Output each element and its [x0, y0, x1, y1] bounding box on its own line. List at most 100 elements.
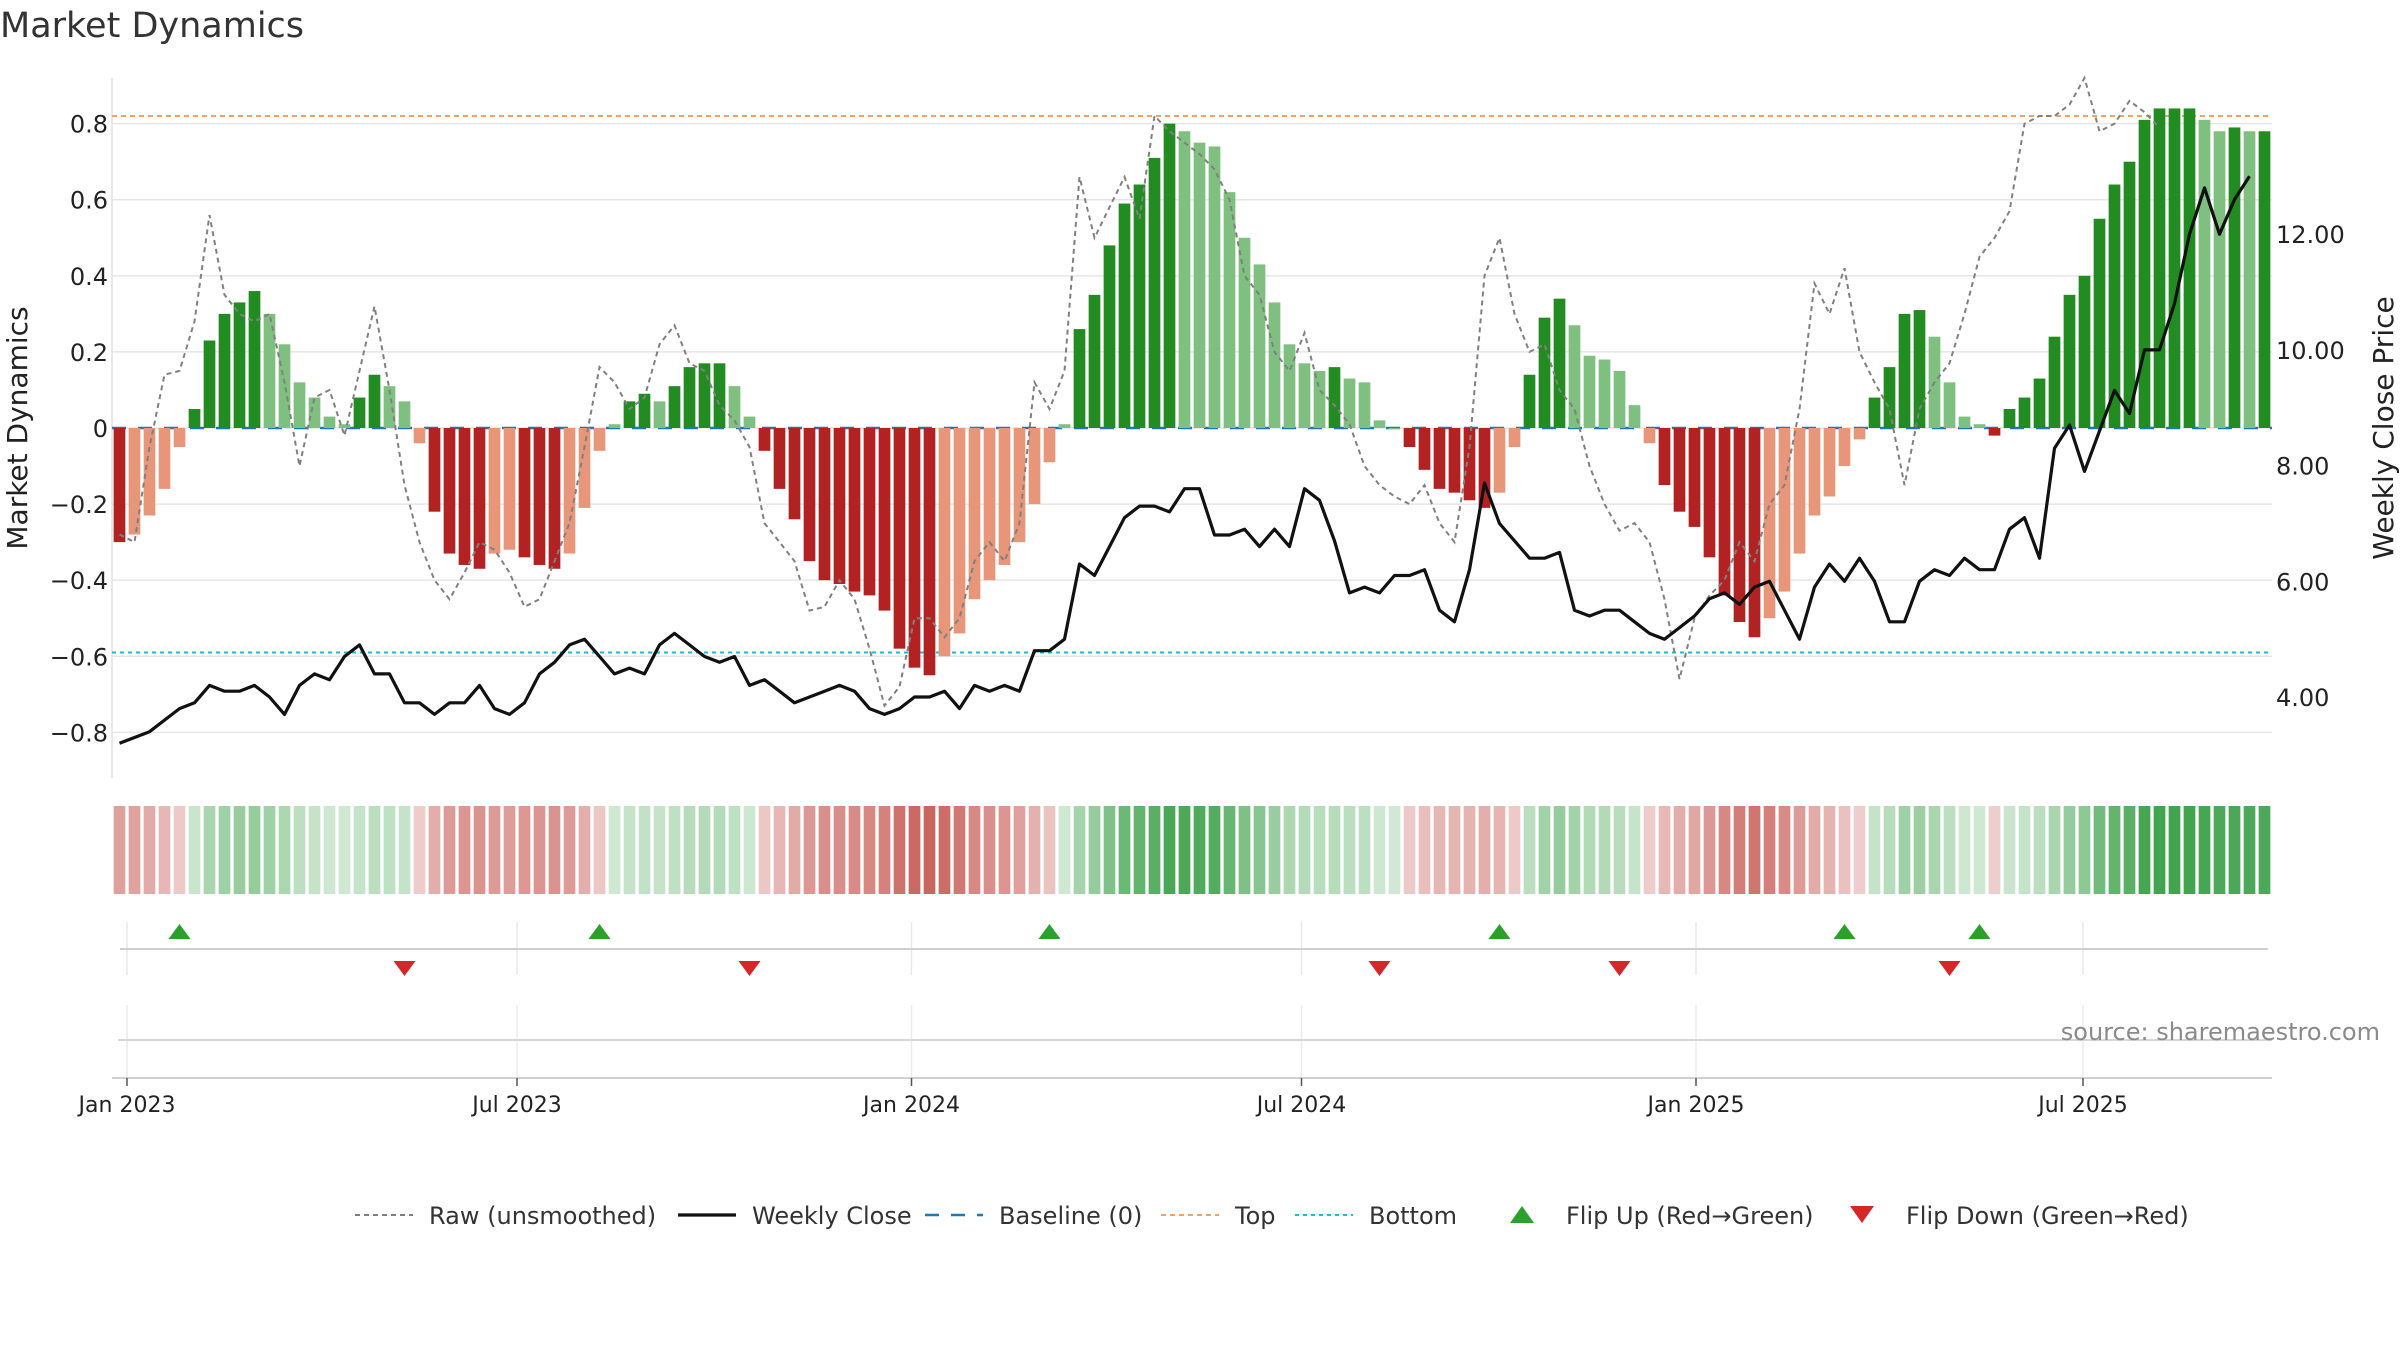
band-cell — [563, 806, 576, 894]
band-cell — [1178, 806, 1191, 894]
band-cell — [1013, 806, 1026, 894]
band-cell — [2228, 806, 2241, 894]
bar — [1163, 123, 1176, 429]
legend-swatch-flip-up — [1510, 1206, 1534, 1223]
right-axis-label: Weekly Close Price — [2367, 296, 2400, 559]
left-tick-label: 0.8 — [70, 111, 108, 139]
bar — [1118, 203, 1131, 428]
band-cell — [428, 806, 441, 894]
flip-up-marker — [1833, 924, 1856, 939]
bar — [758, 428, 771, 451]
left-tick-label: 0 — [93, 415, 108, 443]
bar — [398, 401, 411, 428]
bar — [983, 428, 996, 581]
left-tick-label: 0.4 — [70, 263, 108, 291]
chart-title: Market Dynamics — [0, 6, 304, 46]
band-cell — [698, 806, 711, 894]
band-cell — [518, 806, 531, 894]
bar — [128, 428, 141, 535]
x-tick-label: Jan 2025 — [1646, 1093, 1745, 1118]
band-cell — [593, 806, 606, 894]
bar — [1568, 325, 1581, 428]
bar — [728, 386, 741, 428]
left-tick-label: −0.8 — [50, 719, 108, 747]
x-tick-label: Jul 2023 — [470, 1093, 562, 1118]
band-cell — [1988, 806, 2001, 894]
band-cell — [1343, 806, 1356, 894]
band-cell — [2138, 806, 2151, 894]
band-cell — [1298, 806, 1311, 894]
bar — [1718, 428, 1731, 596]
band-cell — [908, 806, 921, 894]
bar — [1223, 192, 1236, 428]
bar — [293, 382, 306, 428]
bar — [218, 313, 231, 428]
bar — [683, 367, 696, 428]
band-cell — [1763, 806, 1776, 894]
bar — [173, 428, 186, 448]
flip-down-marker — [1938, 961, 1961, 976]
left-axis-label: Market Dynamics — [1, 306, 34, 549]
band-cell — [1448, 806, 1461, 894]
bar — [1763, 428, 1776, 619]
band-cell — [653, 806, 666, 894]
flip-down-marker — [738, 961, 761, 976]
bar — [623, 401, 636, 428]
flip-up-marker — [1488, 924, 1511, 939]
band-cell — [2003, 806, 2016, 894]
bar — [1628, 405, 1641, 428]
bar — [458, 428, 471, 565]
bar — [1403, 428, 1416, 448]
bar — [518, 428, 531, 558]
bar — [503, 428, 516, 550]
band-cell — [503, 806, 516, 894]
bar — [1553, 298, 1566, 428]
band-cell — [458, 806, 471, 894]
legend-item-close: Weekly Close — [678, 1202, 912, 1230]
bar — [743, 416, 756, 428]
legend-item-baseline: Baseline (0) — [925, 1202, 1142, 1230]
legend-label: Weekly Close — [752, 1202, 912, 1230]
band-cell — [1583, 806, 1596, 894]
bar — [1958, 416, 1971, 428]
bar — [953, 428, 966, 634]
band-cell — [1748, 806, 1761, 894]
bar — [863, 428, 876, 596]
bar — [1703, 428, 1716, 558]
legend: Raw (unsmoothed) Weekly Close Baseline (0)… — [355, 1202, 2189, 1230]
bar — [233, 302, 246, 428]
band-cell — [1553, 806, 1566, 894]
bar — [1748, 428, 1761, 638]
band-cell — [1268, 806, 1281, 894]
flip-down-marker — [393, 961, 416, 976]
bar — [908, 428, 921, 668]
band-cell — [188, 806, 201, 894]
band-cell — [1478, 806, 1491, 894]
bar — [1328, 367, 1341, 428]
bar — [1823, 428, 1836, 497]
bar — [158, 428, 171, 489]
band-cell — [233, 806, 246, 894]
band-cell — [953, 806, 966, 894]
bar — [1778, 428, 1791, 592]
band-cell — [1838, 806, 1851, 894]
band-cell — [1808, 806, 1821, 894]
bar — [383, 386, 396, 428]
bar — [1268, 302, 1281, 428]
bar — [593, 428, 606, 451]
bar — [1658, 428, 1671, 486]
band-cell — [758, 806, 771, 894]
band-cell — [1958, 806, 1971, 894]
band-cell — [473, 806, 486, 894]
band-cell — [773, 806, 786, 894]
bar — [1643, 428, 1656, 444]
band-cell — [1418, 806, 1431, 894]
band-cell — [1088, 806, 1101, 894]
bar — [428, 428, 441, 512]
bar — [1583, 355, 1596, 428]
band-cell — [1103, 806, 1116, 894]
bar — [1988, 428, 2001, 436]
band-cell — [218, 806, 231, 894]
left-tick-label: −0.4 — [50, 567, 108, 595]
